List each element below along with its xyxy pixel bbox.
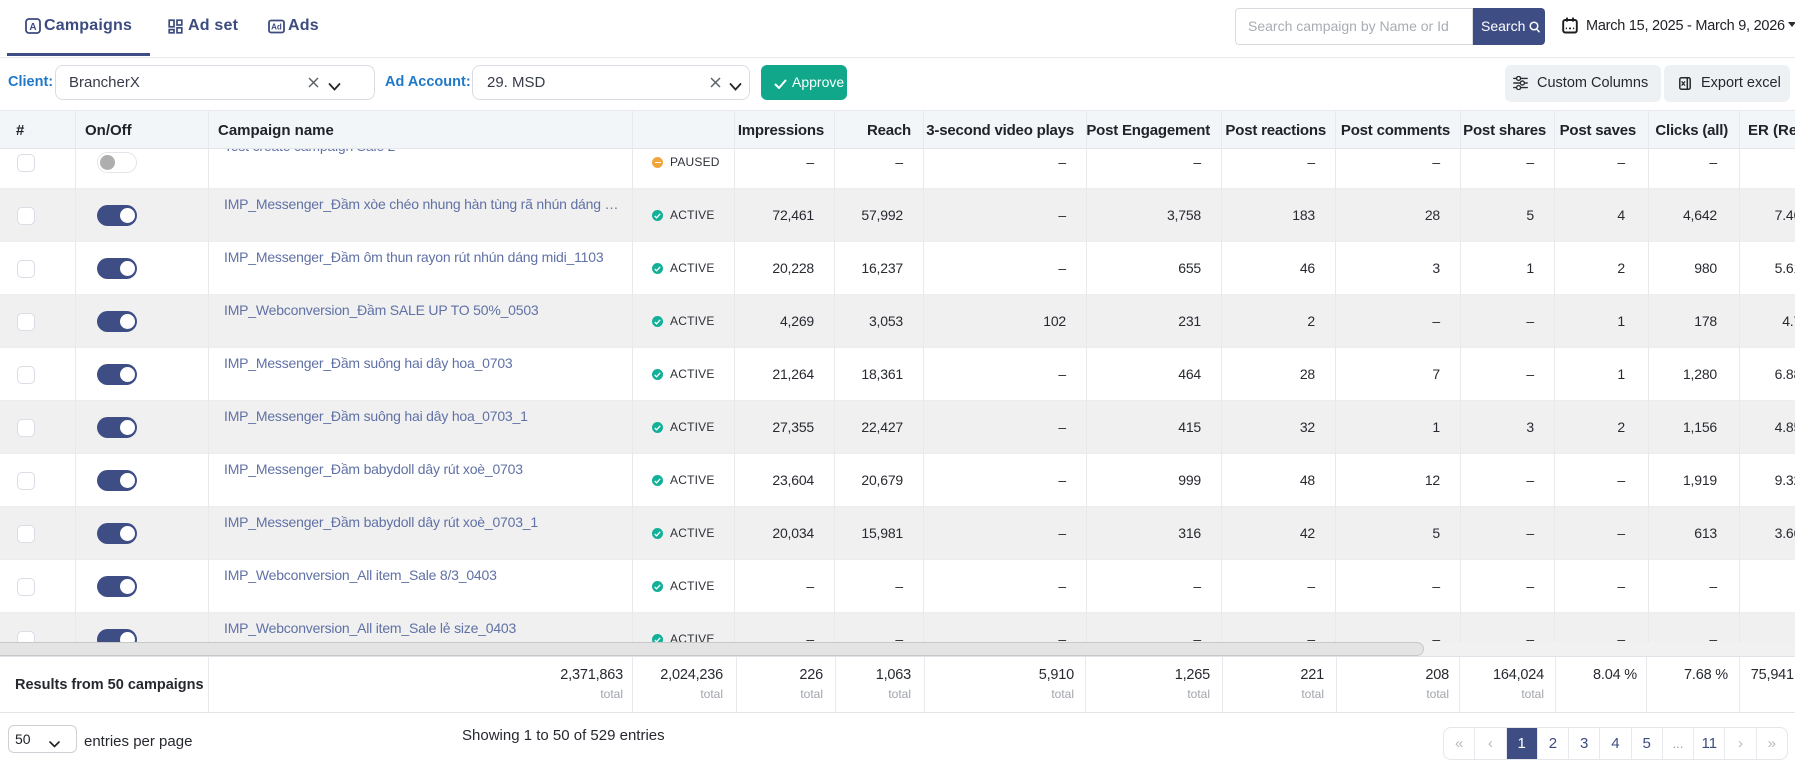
svg-text:Ad: Ad <box>271 23 282 32</box>
svg-text:A: A <box>29 22 36 33</box>
